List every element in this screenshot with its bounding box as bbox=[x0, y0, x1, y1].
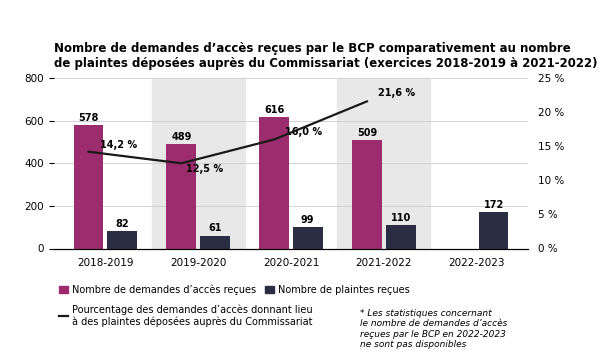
Bar bbox=[200, 235, 230, 248]
Text: 578: 578 bbox=[78, 113, 98, 123]
Text: 14,2 %: 14,2 % bbox=[100, 140, 137, 150]
Text: 21,6 %: 21,6 % bbox=[379, 88, 415, 98]
Text: 82: 82 bbox=[115, 219, 128, 229]
Text: 172: 172 bbox=[484, 200, 504, 210]
Text: 616: 616 bbox=[264, 105, 284, 115]
Bar bbox=[337, 78, 430, 248]
Bar bbox=[352, 140, 382, 248]
Text: 489: 489 bbox=[171, 132, 191, 142]
Bar bbox=[166, 144, 196, 248]
Text: * Les statistiques concernant
le nombre de demandes d’accès
reçues par le BCP en: * Les statistiques concernant le nombre … bbox=[360, 309, 508, 349]
Text: 509: 509 bbox=[357, 128, 377, 138]
Legend: Pourcentage des demandes d’accès donnant lieu
à des plaintes déposées auprès du : Pourcentage des demandes d’accès donnant… bbox=[59, 305, 312, 327]
Bar bbox=[74, 125, 103, 248]
Text: 61: 61 bbox=[208, 223, 221, 233]
Bar bbox=[107, 231, 137, 248]
Text: 16,0 %: 16,0 % bbox=[286, 127, 323, 137]
Text: 12,5 %: 12,5 % bbox=[186, 164, 223, 174]
Bar bbox=[293, 228, 323, 248]
Bar bbox=[386, 225, 416, 248]
Text: 99: 99 bbox=[301, 215, 314, 225]
Bar bbox=[259, 117, 289, 248]
Text: 110: 110 bbox=[391, 213, 411, 223]
Bar bbox=[152, 78, 245, 248]
Text: Nombre de demandes d’accès reçues par le BCP comparativement au nombre
de plaint: Nombre de demandes d’accès reçues par le… bbox=[54, 42, 598, 70]
Bar bbox=[479, 212, 508, 248]
